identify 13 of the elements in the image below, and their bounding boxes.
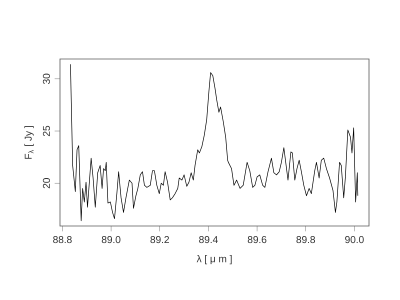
x-tick-label: 88.8	[53, 236, 72, 244]
x-tick-label: 89.8	[296, 236, 316, 244]
x-tick-label: 89.0	[102, 236, 120, 244]
x-tick-label: 89.6	[248, 236, 266, 244]
y-tick-label: 20	[42, 178, 50, 188]
x-tick-label: 89.4	[199, 236, 218, 244]
x-tick-label: 90.0	[345, 236, 364, 244]
line-series	[70, 64, 358, 222]
x-tick-label: 89.2	[150, 236, 169, 244]
x-axis-title: λ [ μ m ]	[196, 254, 232, 264]
y-axis-title: F$_{λ}$ [ Jy ]	[24, 126, 34, 159]
y-tick-label: 30	[42, 74, 50, 84]
y-tick-label: 25	[42, 126, 50, 136]
